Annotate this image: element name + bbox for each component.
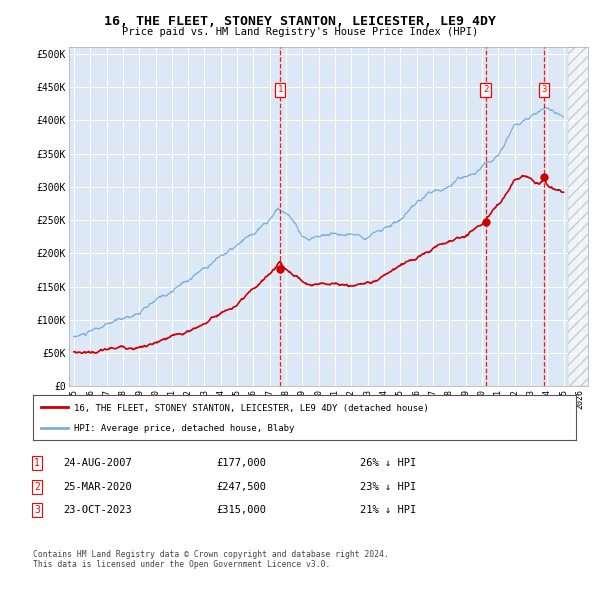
Text: 23% ↓ HPI: 23% ↓ HPI [360, 482, 416, 491]
Text: £247,500: £247,500 [216, 482, 266, 491]
Text: 2: 2 [34, 482, 40, 491]
Text: £315,000: £315,000 [216, 506, 266, 515]
Text: 21% ↓ HPI: 21% ↓ HPI [360, 506, 416, 515]
Text: 23-OCT-2023: 23-OCT-2023 [63, 506, 132, 515]
Text: 3: 3 [541, 85, 547, 94]
Text: 2: 2 [483, 85, 488, 94]
Text: 1: 1 [278, 85, 283, 94]
Text: £177,000: £177,000 [216, 458, 266, 468]
Text: 16, THE FLEET, STONEY STANTON, LEICESTER, LE9 4DY (detached house): 16, THE FLEET, STONEY STANTON, LEICESTER… [74, 404, 428, 413]
Text: 24-AUG-2007: 24-AUG-2007 [63, 458, 132, 468]
Text: Price paid vs. HM Land Registry's House Price Index (HPI): Price paid vs. HM Land Registry's House … [122, 27, 478, 37]
Text: 26% ↓ HPI: 26% ↓ HPI [360, 458, 416, 468]
Bar [568, 47, 596, 386]
Text: 16, THE FLEET, STONEY STANTON, LEICESTER, LE9 4DY: 16, THE FLEET, STONEY STANTON, LEICESTER… [104, 15, 496, 28]
Text: 3: 3 [34, 506, 40, 515]
Text: Contains HM Land Registry data © Crown copyright and database right 2024.
This d: Contains HM Land Registry data © Crown c… [33, 550, 389, 569]
Text: 1: 1 [34, 458, 40, 468]
Text: 25-MAR-2020: 25-MAR-2020 [63, 482, 132, 491]
Text: HPI: Average price, detached house, Blaby: HPI: Average price, detached house, Blab… [74, 424, 294, 434]
